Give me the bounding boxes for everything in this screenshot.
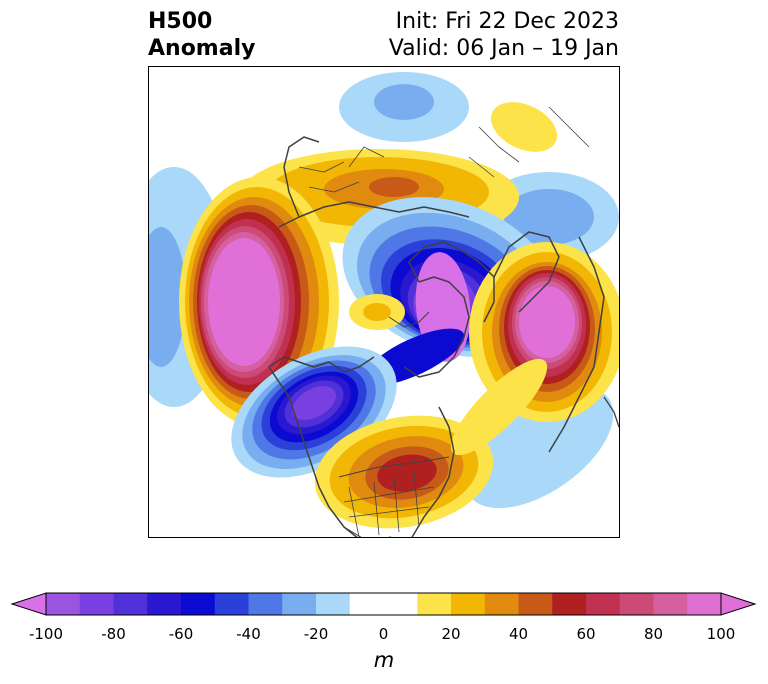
colorbar-tick-label: 60 [576, 625, 596, 643]
colorbar-tick-label: -20 [303, 625, 329, 643]
colorbar-tick-label: 40 [508, 625, 529, 643]
colorbar-cell [687, 593, 722, 615]
colorbar-cell [282, 593, 317, 615]
valid-period: Valid: 06 Jan – 19 Jan [388, 36, 619, 61]
colorbar-cell [417, 593, 452, 615]
colorbar-outline [45, 592, 722, 616]
colorbar-tick-label: -80 [101, 625, 126, 643]
east-ridge-core [519, 286, 575, 358]
colorbar-cell [248, 593, 283, 615]
colorbar-tick-label: 20 [441, 625, 461, 643]
map-canvas [149, 72, 619, 537]
anomaly-map [148, 66, 620, 538]
arctic-islands [408, 241, 495, 323]
se-east-band [450, 358, 548, 456]
pacific-mid-blue [149, 227, 186, 367]
east-mid-blue [504, 189, 594, 245]
hudson-bay [403, 276, 470, 378]
anomaly-shading [149, 72, 619, 529]
colorbar-tick-label: 100 [706, 625, 736, 643]
colorbar-cell [451, 593, 486, 615]
colorbar-cell [147, 593, 182, 615]
run-info: Init: Fri 22 Dec 2023 Valid: 06 Jan – 19… [389, 8, 619, 62]
colorbar [10, 592, 757, 616]
north-ridge-4 [369, 177, 419, 197]
colorbar-cell [586, 593, 621, 615]
arctic-coast [388, 311, 430, 328]
asia-borders [468, 106, 590, 178]
colorbar-cell [653, 593, 688, 615]
greenland [493, 231, 560, 313]
colorbar-cell [214, 593, 249, 615]
west-ridge-core [208, 238, 280, 366]
colorbar-cell [113, 593, 148, 615]
init-time: Init: Fri 22 Dec 2023 [395, 9, 619, 34]
se-ridge-5 [377, 454, 437, 492]
colorbar-cell [518, 593, 553, 615]
colorbar-cell [383, 593, 418, 615]
alaska-trough-8 [292, 385, 336, 421]
chart-title: H500 Anomaly [148, 8, 255, 62]
colorbar-cell [181, 593, 216, 615]
colorbar-tick-label: -100 [28, 625, 64, 643]
colorbar-units: m [373, 648, 395, 672]
colorbar-cell [484, 593, 519, 615]
russia-east [578, 236, 605, 368]
scandinavia [283, 136, 320, 218]
mexico [343, 526, 393, 537]
atlantic-light-blue [464, 385, 614, 509]
japan [603, 396, 619, 428]
colorbar-cell [349, 593, 384, 615]
east-asia-coast [548, 366, 595, 453]
us-canada-border [338, 456, 450, 478]
colorbar-tick-label: 80 [643, 625, 664, 643]
colorbar-tick-label: -40 [236, 625, 261, 643]
colorbar-tick-label: -60 [168, 625, 194, 643]
colorbar-tick-label: 0 [378, 625, 389, 643]
us-state-lines-2 [343, 486, 435, 518]
na-west-coast [268, 366, 358, 537]
north-mid-blue [374, 84, 434, 120]
na-east-coast [411, 406, 455, 537]
eurasia-north [278, 201, 470, 228]
europe-borders [298, 146, 385, 193]
title-line-2: Anomaly [148, 36, 256, 61]
colorbar-over-arrow [720, 592, 757, 616]
colorbar-cell [79, 593, 114, 615]
title-line-1: H500 [148, 9, 213, 34]
colorbar-cell [619, 593, 654, 615]
ne-yellow [490, 102, 558, 152]
us-state-lines-1 [348, 471, 420, 537]
colorbar-cell [316, 593, 351, 615]
arctic-high-2 [363, 303, 391, 321]
alaska-coast [268, 356, 375, 373]
colorbar-under-arrow [10, 592, 47, 616]
coastlines [268, 106, 619, 537]
colorbar-cell [552, 593, 587, 615]
colorbar-cell [46, 593, 81, 615]
